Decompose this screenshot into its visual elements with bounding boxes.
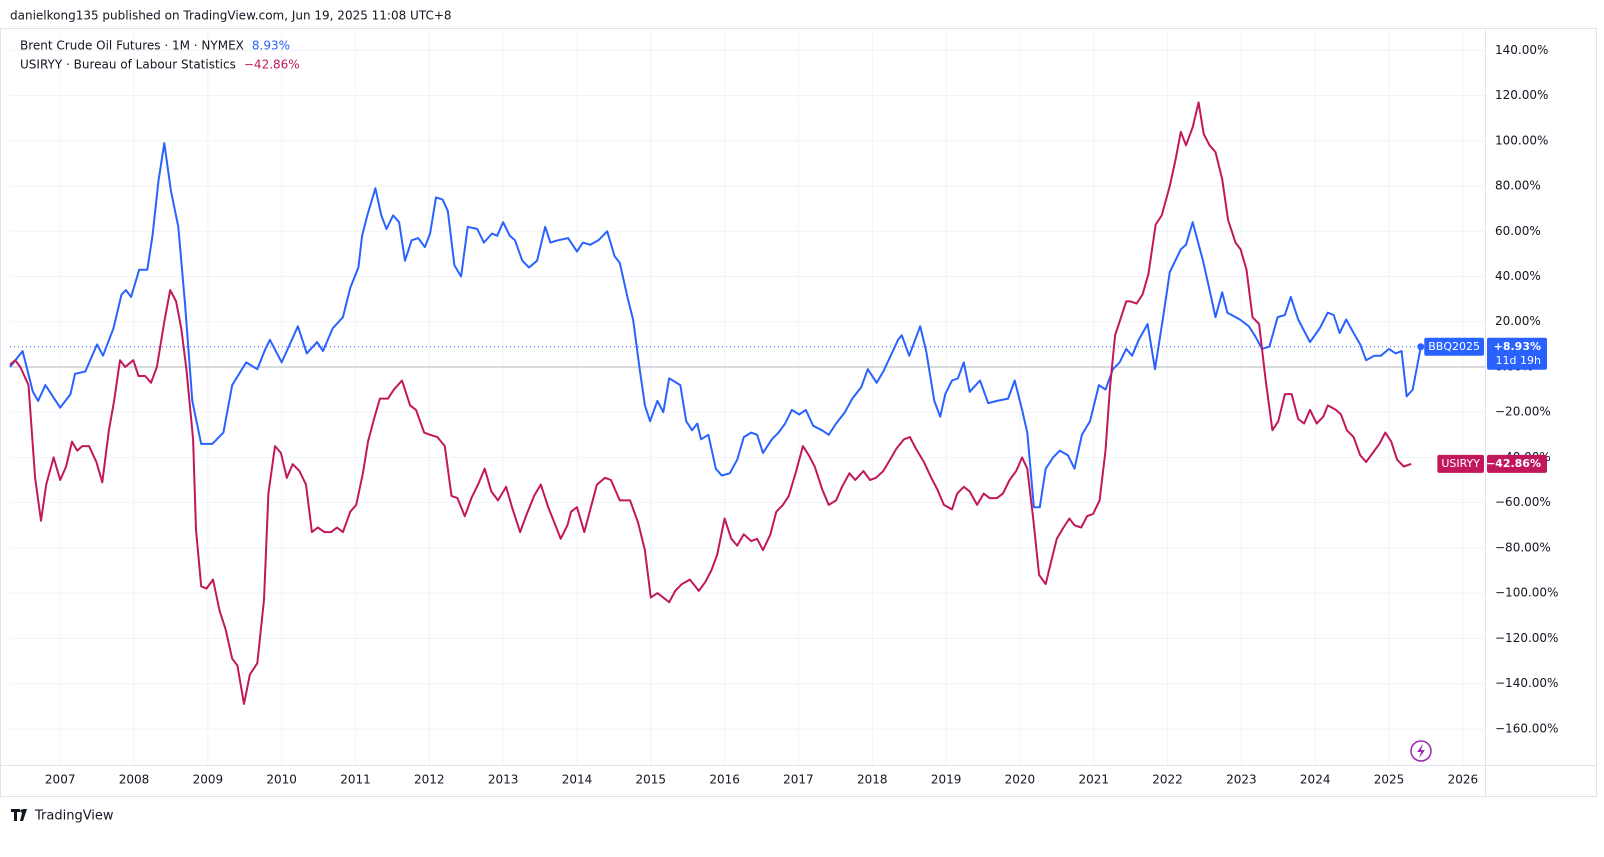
x-tick-label: 2025 <box>1374 773 1405 787</box>
tag-symbol: USIRYY <box>1441 457 1480 470</box>
grid-layer <box>10 30 1485 765</box>
tradingview-logo: TradingView <box>11 809 114 824</box>
series-line <box>9 101 1412 705</box>
chart-frame <box>0 28 1597 797</box>
tag-symbol: BBQ2025 <box>1428 340 1480 353</box>
x-tick-label: 2026 <box>1448 773 1479 787</box>
x-tick-label: 2023 <box>1226 773 1257 787</box>
legend-layer: Brent Crude Oil Futures · 1M · NYMEX 8.93… <box>20 39 300 72</box>
y-tick-label: −60.00% <box>1495 495 1551 509</box>
legend-value: 8.93% <box>252 39 290 53</box>
y-tick-label: 140.00% <box>1495 43 1548 57</box>
x-tick-label: 2009 <box>193 773 224 787</box>
x-tick-label: 2017 <box>783 773 814 787</box>
tag-symbol-box <box>1437 454 1484 473</box>
y-tick-label: 20.00% <box>1495 314 1541 328</box>
x-tick-label: 2007 <box>45 773 76 787</box>
x-tick-label: 2016 <box>709 773 740 787</box>
y-tick-label: 80.00% <box>1495 179 1541 193</box>
last-point <box>1417 343 1425 351</box>
series-layer <box>9 101 1425 705</box>
y-tick-label: −160.00% <box>1495 721 1558 735</box>
series-line <box>9 142 1422 509</box>
tag-countdown: 11d 19h <box>1496 354 1541 367</box>
legend-name: USIRYY · Bureau of Labour Statistics <box>20 58 236 72</box>
x-tick-label: 2021 <box>1078 773 1109 787</box>
x-tick-label: 2018 <box>857 773 888 787</box>
y-tick-label: −140.00% <box>1495 676 1558 690</box>
x-tick-label: 2014 <box>562 773 593 787</box>
y-tick-label: 120.00% <box>1495 88 1548 102</box>
legend-name: Brent Crude Oil Futures · 1M · NYMEX <box>20 39 244 53</box>
tag-value: −42.86% <box>1486 457 1541 470</box>
x-tick-label: 2020 <box>1005 773 1036 787</box>
y-tick-label: 60.00% <box>1495 224 1541 238</box>
x-tick-label: 2008 <box>119 773 150 787</box>
tag-value-box <box>1487 454 1547 473</box>
x-tick-label: 2024 <box>1300 773 1331 787</box>
tag-layer: BBQ2025 +8.93%11d 19h USIRYY −42.86% <box>1424 337 1547 473</box>
y-tick-label: −100.00% <box>1495 586 1558 600</box>
y-tick-label: 40.00% <box>1495 269 1541 283</box>
publisher-header: danielkong135 published on TradingView.c… <box>10 9 452 23</box>
tag-value: +8.93% <box>1494 340 1541 353</box>
x-tick-label: 2010 <box>266 773 297 787</box>
y-tick-label: −80.00% <box>1495 540 1551 554</box>
tag-value-box <box>1487 337 1547 370</box>
y-tick-label: −20.00% <box>1495 405 1551 419</box>
x-tick-label: 2012 <box>414 773 445 787</box>
x-tick-label: 2015 <box>636 773 667 787</box>
x-tick-label: 2011 <box>340 773 371 787</box>
flash-icon <box>1410 740 1432 762</box>
footer-brand: TradingView <box>34 809 114 824</box>
y-tick-label: −120.00% <box>1495 631 1558 645</box>
legend-value: −42.86% <box>244 58 300 72</box>
y-tick-label: 100.00% <box>1495 133 1548 147</box>
x-tick-label: 2013 <box>488 773 519 787</box>
tag-symbol-box <box>1424 337 1484 356</box>
x-tick-label: 2022 <box>1152 773 1183 787</box>
x-tick-label: 2019 <box>931 773 962 787</box>
